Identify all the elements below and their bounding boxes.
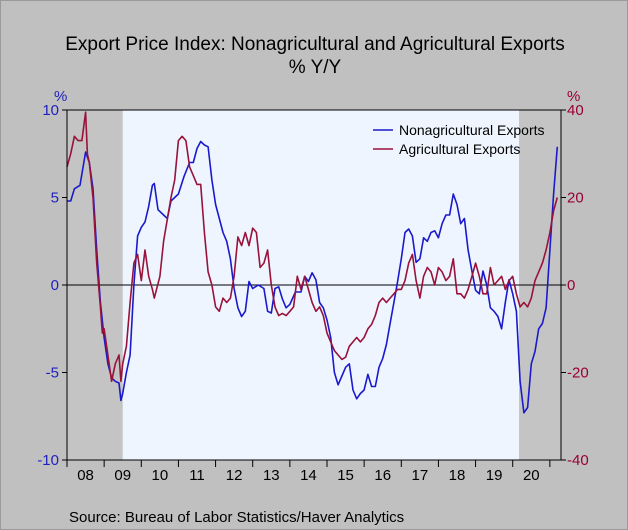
x-axis-tick-label: 12 <box>226 467 243 484</box>
x-axis-tick-label: 15 <box>337 467 354 484</box>
left-axis-tick-label: 5 <box>51 190 59 207</box>
left-axis-tick-label: -5 <box>46 365 59 382</box>
right-axis-tick-label: -40 <box>567 452 589 469</box>
legend: Nonagricultural Exports Agricultural Expo… <box>373 122 545 157</box>
x-axis-tick-label: 20 <box>523 467 540 484</box>
x-axis-tick-label: 17 <box>412 467 429 484</box>
legend-label-0: Nonagricultural Exports <box>399 122 545 138</box>
x-axis-tick-label: 16 <box>374 467 391 484</box>
right-axis-tick-label: 40 <box>567 102 584 119</box>
left-axis-tick-label: 10 <box>42 102 59 119</box>
series-lines <box>66 111 559 414</box>
right-axis-unit-label: % <box>567 88 580 105</box>
x-axis-tick-label: 09 <box>114 467 131 484</box>
chart-title: Export Price Index: Nonagricultural and … <box>65 34 565 55</box>
x-axis-tick-label: 08 <box>77 467 94 484</box>
left-axis-tick-label: -10 <box>37 452 59 469</box>
x-axis-tick-label: 18 <box>449 467 466 484</box>
right-axis-tick-label: 0 <box>567 277 575 294</box>
source-note: Source: Bureau of Labor Statistics/Haver… <box>69 509 405 526</box>
x-axis-tick-label: 10 <box>152 467 169 484</box>
series-line-1 <box>66 111 559 383</box>
x-axis-tick-label: 14 <box>300 467 317 484</box>
right-axis-tick-label: -20 <box>567 365 589 382</box>
x-axis-tick-label: 19 <box>486 467 503 484</box>
left-axis-tick-label: 0 <box>51 277 59 294</box>
right-axis-tick-label: 20 <box>567 190 584 207</box>
legend-label-1: Agricultural Exports <box>399 141 520 157</box>
series-line-0 <box>67 140 559 414</box>
chart-subtitle: % Y/Y <box>288 57 342 78</box>
x-axis-tick-label: 11 <box>189 467 205 484</box>
x-axis-tick-label: 13 <box>263 467 280 484</box>
left-axis-unit-label: % <box>54 88 67 105</box>
